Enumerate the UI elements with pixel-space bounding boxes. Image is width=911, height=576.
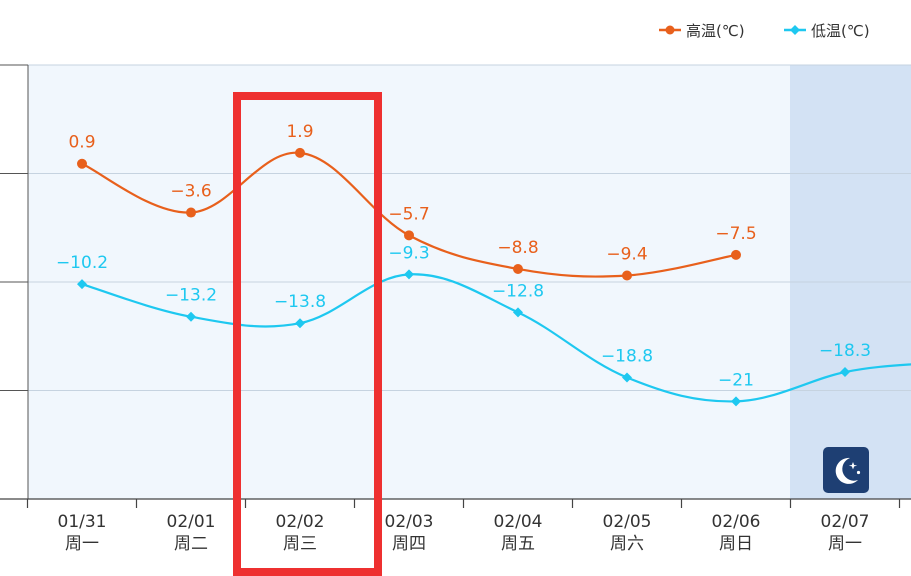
x-weekday-label: 周二 <box>174 534 208 554</box>
series-high-temperature: 0.9 −3.6 1.9 −5.7 −8.8 −9.4 −7.5 <box>68 122 757 281</box>
x-weekday-label: 周三 <box>283 534 317 554</box>
data-label: −5.7 <box>388 204 429 224</box>
moon-stars-icon <box>823 447 869 493</box>
x-tick-label: 02/06 <box>712 512 761 532</box>
legend-label-low: 低温(℃) <box>811 22 870 40</box>
series-low-temperature: −10.2 −13.2 −13.8 −9.3 −12.8 −18.8 −21 −18.3 <box>56 243 911 407</box>
data-point <box>77 158 87 169</box>
x-tick-label: 02/03 <box>385 512 434 532</box>
data-point <box>731 396 741 407</box>
legend-item-high[interactable]: 高温(℃) <box>659 22 745 40</box>
x-tick-label: 02/05 <box>603 512 652 532</box>
x-weekday-label: 周一 <box>65 534 99 554</box>
x-tick-label: 02/02 <box>276 512 325 532</box>
x-tick-label: 02/07 <box>821 512 870 532</box>
data-point <box>513 307 523 318</box>
data-point <box>404 230 414 241</box>
data-label: −8.8 <box>497 238 538 258</box>
data-label: −13.8 <box>274 292 326 312</box>
data-label: −9.3 <box>388 243 429 263</box>
x-axis-ticks <box>26 499 901 508</box>
data-point <box>295 147 305 158</box>
data-point <box>513 263 523 274</box>
legend: 高温(℃) 低温(℃) <box>659 22 870 40</box>
x-axis-labels: 01/31周一02/01周二02/02周三02/03周四02/04周五02/05… <box>58 512 870 554</box>
legend-item-low[interactable]: 低温(℃) <box>784 22 870 40</box>
x-tick-label: 02/01 <box>167 512 216 532</box>
data-point <box>731 249 741 260</box>
data-point <box>186 311 196 322</box>
data-point <box>622 372 632 383</box>
data-label: −7.5 <box>715 224 756 244</box>
data-label: −10.2 <box>56 253 108 273</box>
data-point <box>622 270 632 281</box>
x-weekday-label: 周四 <box>392 534 426 554</box>
data-label: −13.2 <box>165 286 217 306</box>
data-label: −18.8 <box>601 346 653 366</box>
x-weekday-label: 周日 <box>719 534 753 554</box>
data-label: 0.9 <box>68 133 95 153</box>
data-point <box>186 207 196 218</box>
x-tick-label: 02/04 <box>494 512 543 532</box>
highlight-box <box>233 92 382 576</box>
data-label: −21 <box>718 370 754 390</box>
data-point <box>295 318 305 329</box>
data-point <box>77 279 87 290</box>
data-point <box>840 367 850 378</box>
legend-label-high: 高温(℃) <box>686 22 745 40</box>
x-weekday-label: 周五 <box>501 534 535 554</box>
x-weekday-label: 周一 <box>828 534 862 554</box>
data-label: −3.6 <box>170 182 211 202</box>
x-tick-label: 01/31 <box>58 512 107 532</box>
data-label: −12.8 <box>492 281 544 301</box>
data-label: 1.9 <box>286 122 313 142</box>
data-point <box>404 269 414 280</box>
gridlines <box>28 64 911 391</box>
data-label: −18.3 <box>819 341 871 361</box>
x-weekday-label: 周六 <box>610 534 644 554</box>
y-axis-ticks <box>0 64 28 500</box>
data-label: −9.4 <box>606 244 647 264</box>
